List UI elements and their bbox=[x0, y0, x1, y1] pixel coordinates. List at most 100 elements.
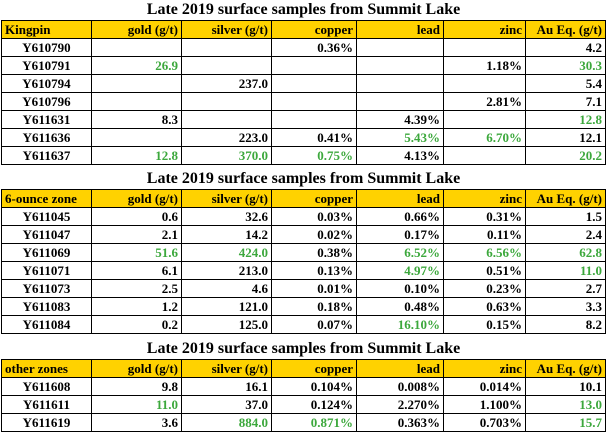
zinc-cell: 0.31% bbox=[443, 207, 526, 226]
zinc-cell: 0.15% bbox=[443, 315, 526, 334]
table-row: Y610791 26.9 1.18% 30.3 bbox=[1, 56, 606, 75]
gold-cell: 8.3 bbox=[91, 110, 182, 129]
silver-cell: 4.6 bbox=[181, 279, 272, 298]
silver-cell bbox=[181, 56, 272, 75]
zinc-cell: 0.51% bbox=[443, 261, 526, 280]
kingpin-table: Kingpin gold (g/t) silver (g/t) copper l… bbox=[1, 20, 606, 165]
au-eq-cell: 12.8 bbox=[525, 110, 606, 129]
section-title: Late 2019 surface samples from Summit La… bbox=[146, 170, 461, 187]
copper-cell: 0.01% bbox=[271, 279, 357, 298]
zinc-cell: 2.81% bbox=[443, 92, 526, 111]
sample-id-cell: Y610790 bbox=[1, 38, 92, 57]
sample-id-cell: Y611047 bbox=[1, 225, 92, 244]
header-zone: 6-ounce zone bbox=[1, 189, 92, 208]
sample-id-cell: Y611637 bbox=[1, 146, 92, 165]
lead-cell: 0.66% bbox=[356, 207, 444, 226]
sample-id-cell: Y611608 bbox=[1, 377, 92, 396]
copper-cell: 0.871% bbox=[271, 413, 357, 432]
section-title: Late 2019 surface samples from Summit La… bbox=[146, 340, 461, 357]
table-row: Y611608 9.8 16.1 0.104% 0.008% 0.014% 10.1 bbox=[1, 377, 606, 396]
silver-cell: 32.6 bbox=[181, 207, 272, 226]
silver-cell: 14.2 bbox=[181, 225, 272, 244]
zinc-cell: 0.014% bbox=[443, 377, 526, 396]
lead-cell: 4.97% bbox=[356, 261, 444, 280]
au-eq-cell: 10.1 bbox=[525, 377, 606, 396]
table-row: Y611637 12.8 370.0 0.75% 4.13% 20.2 bbox=[1, 146, 606, 165]
silver-cell: 223.0 bbox=[181, 128, 272, 147]
zinc-cell bbox=[443, 38, 526, 57]
table-row: Y611047 2.1 14.2 0.02% 0.17% 0.11% 2.4 bbox=[1, 225, 606, 244]
gold-cell: 3.6 bbox=[91, 413, 182, 432]
silver-cell bbox=[181, 110, 272, 129]
sample-id-cell: Y611084 bbox=[1, 315, 92, 334]
sample-id-cell: Y610794 bbox=[1, 74, 92, 93]
au-eq-cell: 20.2 bbox=[525, 146, 606, 165]
table-row: Y610796 2.81% 7.1 bbox=[1, 92, 606, 111]
gold-cell: 2.5 bbox=[91, 279, 182, 298]
header-copper: copper bbox=[271, 20, 357, 39]
copper-cell: 0.75% bbox=[271, 146, 357, 165]
au-eq-cell: 8.2 bbox=[525, 315, 606, 334]
au-eq-cell: 1.5 bbox=[525, 207, 606, 226]
copper-cell: 0.07% bbox=[271, 315, 357, 334]
table-row: Y611631 8.3 4.39% 12.8 bbox=[1, 110, 606, 129]
copper-cell: 0.38% bbox=[271, 243, 357, 262]
lead-cell: 16.10% bbox=[356, 315, 444, 334]
copper-cell bbox=[271, 110, 357, 129]
zinc-cell: 6.56% bbox=[443, 243, 526, 262]
copper-cell: 0.36% bbox=[271, 38, 357, 57]
zinc-cell: 1.100% bbox=[443, 395, 526, 414]
table-body: Y611045 0.6 32.6 0.03% 0.66% 0.31% 1.5 Y611047 2… bbox=[1, 207, 606, 334]
header-row: other zones gold (g/t) silver (g/t) copp… bbox=[1, 359, 606, 378]
gold-cell: 26.9 bbox=[91, 56, 182, 75]
sample-id-cell: Y610796 bbox=[1, 92, 92, 111]
sample-id-cell: Y611636 bbox=[1, 128, 92, 147]
silver-cell: 237.0 bbox=[181, 74, 272, 93]
au-eq-cell: 5.4 bbox=[525, 74, 606, 93]
gold-cell bbox=[91, 38, 182, 57]
other-zones-table: other zones gold (g/t) silver (g/t) copp… bbox=[1, 359, 606, 432]
zinc-cell bbox=[443, 74, 526, 93]
zinc-cell: 6.70% bbox=[443, 128, 526, 147]
header-copper: copper bbox=[271, 189, 357, 208]
zinc-cell: 0.63% bbox=[443, 297, 526, 316]
table-row: Y611045 0.6 32.6 0.03% 0.66% 0.31% 1.5 bbox=[1, 207, 606, 226]
table-body: Y610790 0.36% 4.2 Y610791 26.9 1.18% 30.3 Y6107… bbox=[1, 38, 606, 165]
gold-cell: 12.8 bbox=[91, 146, 182, 165]
copper-cell: 0.41% bbox=[271, 128, 357, 147]
gold-cell: 9.8 bbox=[91, 377, 182, 396]
table-body: Y611608 9.8 16.1 0.104% 0.008% 0.014% 10.1 Y611… bbox=[1, 377, 606, 432]
table-row: Y611083 1.2 121.0 0.18% 0.48% 0.63% 3.3 bbox=[1, 297, 606, 316]
copper-cell bbox=[271, 74, 357, 93]
gold-cell: 11.0 bbox=[91, 395, 182, 414]
header-row: Kingpin gold (g/t) silver (g/t) copper l… bbox=[1, 20, 606, 39]
section-title: Late 2019 surface samples from Summit La… bbox=[146, 1, 461, 18]
au-eq-cell: 30.3 bbox=[525, 56, 606, 75]
header-lead: lead bbox=[356, 20, 444, 39]
header-silver: silver (g/t) bbox=[181, 189, 272, 208]
lead-cell: 5.43% bbox=[356, 128, 444, 147]
lead-cell bbox=[356, 74, 444, 93]
header-zone: other zones bbox=[1, 359, 92, 378]
au-eq-cell: 62.8 bbox=[525, 243, 606, 262]
gold-cell bbox=[91, 74, 182, 93]
copper-cell: 0.124% bbox=[271, 395, 357, 414]
sample-id-cell: Y611619 bbox=[1, 413, 92, 432]
silver-cell: 37.0 bbox=[181, 395, 272, 414]
header-gold: gold (g/t) bbox=[91, 20, 182, 39]
sample-id-cell: Y611631 bbox=[1, 110, 92, 129]
au-eq-cell: 7.1 bbox=[525, 92, 606, 111]
silver-cell: 121.0 bbox=[181, 297, 272, 316]
gold-cell: 0.2 bbox=[91, 315, 182, 334]
au-eq-cell: 15.7 bbox=[525, 413, 606, 432]
header-silver: silver (g/t) bbox=[181, 359, 272, 378]
table-row: Y611619 3.6 884.0 0.871% 0.363% 0.703% 15.7 bbox=[1, 413, 606, 432]
copper-cell bbox=[271, 56, 357, 75]
copper-cell: 0.18% bbox=[271, 297, 357, 316]
header-au-eq: Au Eq. (g/t) bbox=[525, 20, 606, 39]
lead-cell bbox=[356, 92, 444, 111]
table-row: Y610794 237.0 5.4 bbox=[1, 74, 606, 93]
header-silver: silver (g/t) bbox=[181, 20, 272, 39]
sample-id-cell: Y610791 bbox=[1, 56, 92, 75]
gold-cell: 1.2 bbox=[91, 297, 182, 316]
